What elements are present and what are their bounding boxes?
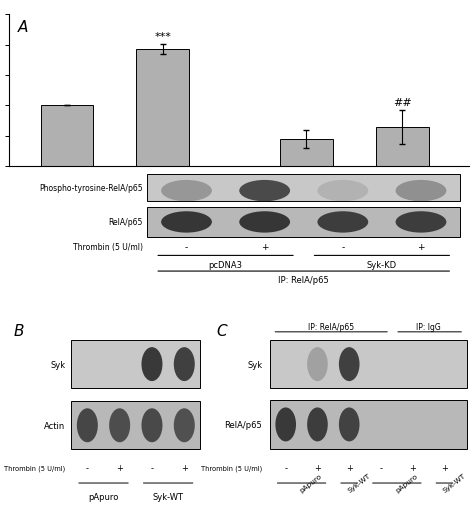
Ellipse shape [307, 408, 328, 441]
Bar [71, 341, 201, 388]
Text: pApuro: pApuro [299, 472, 323, 493]
Ellipse shape [141, 347, 163, 381]
Ellipse shape [239, 212, 290, 233]
Text: -: - [185, 243, 188, 252]
Bar [376, 127, 428, 167]
Bar [270, 400, 467, 449]
Text: -: - [380, 463, 383, 472]
Text: Thrombin (5 U/ml): Thrombin (5 U/ml) [73, 243, 143, 252]
Text: pApuro: pApuro [88, 491, 118, 500]
Text: Syk: Syk [50, 360, 65, 369]
Text: ***: *** [155, 32, 171, 42]
Text: Syk: Syk [247, 360, 262, 369]
Ellipse shape [318, 212, 368, 233]
Ellipse shape [339, 408, 360, 441]
Ellipse shape [109, 409, 130, 442]
Text: $\mathbf{\mathit{C}}$: $\mathbf{\mathit{C}}$ [216, 322, 229, 338]
Text: +: + [409, 463, 416, 472]
Ellipse shape [396, 181, 447, 202]
Text: -: - [284, 463, 287, 472]
Text: Syk-WT: Syk-WT [153, 491, 183, 500]
Ellipse shape [174, 347, 195, 381]
Ellipse shape [174, 409, 195, 442]
Bar [137, 49, 189, 167]
Ellipse shape [239, 181, 290, 202]
Text: +: + [417, 243, 425, 252]
Bar [71, 401, 201, 449]
Text: RelA/p65: RelA/p65 [109, 218, 143, 227]
Bar [147, 175, 460, 202]
Text: Syk-WT: Syk-WT [442, 472, 467, 493]
Bar [147, 208, 460, 237]
Text: +: + [116, 463, 123, 472]
Text: -: - [341, 243, 345, 252]
Ellipse shape [307, 347, 328, 381]
Text: $\mathbf{\mathit{A}}$: $\mathbf{\mathit{A}}$ [17, 19, 29, 35]
Text: Thrombin (5 U/ml): Thrombin (5 U/ml) [4, 465, 65, 471]
Ellipse shape [77, 409, 98, 442]
Text: $\mathbf{\mathit{B}}$: $\mathbf{\mathit{B}}$ [13, 322, 25, 338]
Text: +: + [346, 463, 353, 472]
Ellipse shape [339, 347, 360, 381]
Text: +: + [261, 243, 268, 252]
Ellipse shape [275, 408, 296, 441]
Text: pcDNA3: pcDNA3 [209, 260, 243, 269]
Text: Thrombin (5 U/ml): Thrombin (5 U/ml) [201, 465, 262, 471]
Text: IP: RelA/p65: IP: RelA/p65 [308, 322, 354, 331]
Text: Phospho-tyrosine-RelA/p65: Phospho-tyrosine-RelA/p65 [39, 184, 143, 193]
Ellipse shape [141, 409, 163, 442]
Ellipse shape [396, 212, 447, 233]
Text: -: - [150, 463, 154, 472]
Text: Actin: Actin [44, 421, 65, 430]
Bar [41, 106, 93, 167]
Ellipse shape [161, 181, 212, 202]
Bar [270, 341, 467, 388]
Text: RelA/p65: RelA/p65 [224, 420, 262, 429]
Bar [280, 139, 333, 167]
Text: Syk-KD: Syk-KD [367, 260, 397, 269]
Text: +: + [314, 463, 321, 472]
Ellipse shape [161, 212, 212, 233]
Text: Syk-WT: Syk-WT [346, 472, 372, 493]
Text: +: + [181, 463, 188, 472]
Text: pApuro: pApuro [394, 472, 419, 493]
Text: IP: IgG: IP: IgG [416, 322, 441, 331]
Ellipse shape [318, 181, 368, 202]
Text: IP: RelA/p65: IP: RelA/p65 [278, 276, 329, 285]
Text: -: - [86, 463, 89, 472]
Text: +: + [441, 463, 448, 472]
Text: ##: ## [393, 97, 411, 108]
